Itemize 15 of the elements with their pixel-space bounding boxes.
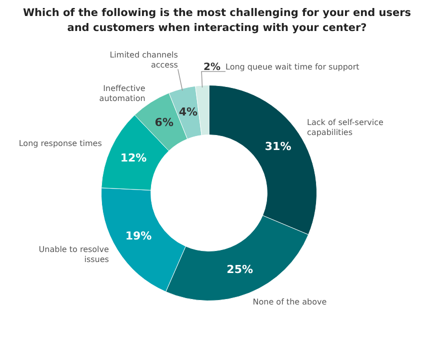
data-label: 31% [264,140,292,153]
slice-label: Unable to resolve issues [38,245,110,264]
data-label: 6% [154,116,174,130]
slice-label: Long queue wait time for support [226,62,360,72]
data-label: 2% [204,62,221,74]
data-label: 4% [178,106,198,119]
data-label: 19% [125,230,152,243]
data-label: 12% [120,151,147,164]
slice-label: Long response times [18,139,102,148]
slice-label: None of the above [252,297,327,306]
slice-label: Lack of self-service capabilities [307,118,384,137]
slice-label: Ineffective automation [99,84,146,104]
chart-title: Which of the following is the most challenging for your end users and customers when interacting with your center? [22,6,412,36]
slice-label: Limited channels access [110,50,178,70]
data-label: 25% [226,262,254,276]
